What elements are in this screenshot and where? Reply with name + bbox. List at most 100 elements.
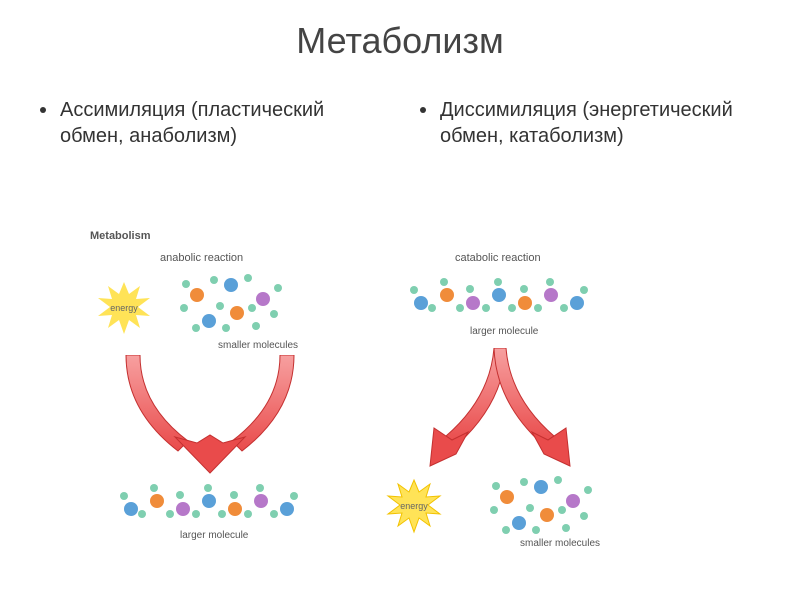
metabolism-label: Metabolism: [90, 230, 151, 242]
molecule-ball-icon: [150, 494, 164, 508]
metabolism-diagram: Metabolism anabolic reaction catabolic r…: [90, 230, 710, 570]
molecule-ball-icon: [544, 288, 558, 302]
molecule-ball-icon: [466, 296, 480, 310]
molecule-ball-icon: [490, 506, 498, 514]
molecule-ball-icon: [534, 480, 548, 494]
molecule-ball-icon: [566, 494, 580, 508]
molecule-ball-icon: [166, 510, 174, 518]
arrow-body-right: [232, 355, 294, 451]
molecule-ball-icon: [482, 304, 490, 312]
smaller-molecules-cluster-left: [180, 274, 290, 334]
energy-burst-icon: energy: [96, 280, 152, 336]
molecule-ball-icon: [252, 322, 260, 330]
molecule-ball-icon: [202, 314, 216, 328]
molecule-ball-icon: [428, 304, 436, 312]
molecule-ball-icon: [218, 510, 226, 518]
molecule-ball-icon: [554, 476, 562, 484]
molecule-ball-icon: [560, 304, 568, 312]
molecule-ball-icon: [534, 304, 542, 312]
right-bullet-text: Диссимиляция (энергетический обмен, ката…: [440, 97, 760, 149]
larger-molecule-chain-left: [120, 488, 300, 528]
molecule-ball-icon: [192, 510, 200, 518]
molecule-ball-icon: [508, 304, 516, 312]
right-bullet: Диссимиляция (энергетический обмен, ката…: [420, 97, 760, 149]
molecule-ball-icon: [562, 524, 570, 532]
smaller-molecules-label-right: smaller molecules: [520, 538, 600, 549]
molecule-ball-icon: [222, 324, 230, 332]
bullet-dot-icon: [40, 107, 46, 113]
molecule-ball-icon: [182, 280, 190, 288]
catabolic-arrows-icon: [410, 348, 590, 483]
left-bullet: Ассимиляция (пластический обмен, анаболи…: [40, 97, 380, 149]
larger-molecule-label-right: larger molecule: [470, 326, 538, 337]
bullet-dot-icon: [420, 107, 426, 113]
molecule-ball-icon: [120, 492, 128, 500]
molecule-ball-icon: [456, 304, 464, 312]
molecule-ball-icon: [558, 506, 566, 514]
molecule-ball-icon: [180, 304, 188, 312]
molecule-ball-icon: [494, 278, 502, 286]
molecule-ball-icon: [274, 284, 282, 292]
molecule-ball-icon: [256, 484, 264, 492]
smaller-molecules-label-left: smaller molecules: [218, 340, 298, 351]
molecule-ball-icon: [466, 285, 474, 293]
right-column: Диссимиляция (энергетический обмен, ката…: [420, 97, 760, 149]
molecule-ball-icon: [124, 502, 138, 516]
molecule-ball-icon: [270, 510, 278, 518]
molecule-ball-icon: [190, 288, 204, 302]
molecule-ball-icon: [532, 526, 540, 534]
molecule-ball-icon: [138, 510, 146, 518]
molecule-ball-icon: [256, 292, 270, 306]
molecule-ball-icon: [584, 486, 592, 494]
molecule-ball-icon: [492, 482, 500, 490]
molecule-ball-icon: [540, 508, 554, 522]
molecule-ball-icon: [502, 526, 510, 534]
molecule-ball-icon: [244, 274, 252, 282]
arrow-body-right: [494, 348, 554, 444]
molecule-ball-icon: [210, 276, 218, 284]
molecule-ball-icon: [580, 286, 588, 294]
molecule-ball-icon: [492, 288, 506, 302]
molecule-ball-icon: [570, 296, 584, 310]
molecule-ball-icon: [280, 502, 294, 516]
molecule-ball-icon: [224, 278, 238, 292]
energy-text: energy: [110, 303, 138, 313]
molecule-ball-icon: [254, 494, 268, 508]
columns: Ассимиляция (пластический обмен, анаболи…: [0, 97, 800, 149]
molecule-ball-icon: [546, 278, 554, 286]
molecule-ball-icon: [248, 304, 256, 312]
molecule-ball-icon: [290, 492, 298, 500]
anabolic-label: anabolic reaction: [160, 252, 243, 264]
molecule-ball-icon: [410, 286, 418, 294]
smaller-molecules-cluster-right: [490, 476, 600, 536]
molecule-ball-icon: [228, 502, 242, 516]
molecule-ball-icon: [230, 306, 244, 320]
molecule-ball-icon: [520, 478, 528, 486]
molecule-ball-icon: [216, 302, 224, 310]
larger-molecule-label-left: larger molecule: [180, 530, 248, 541]
molecule-ball-icon: [580, 512, 588, 520]
molecule-ball-icon: [512, 516, 526, 530]
molecule-ball-icon: [270, 310, 278, 318]
larger-molecule-chain-right: [410, 282, 590, 322]
energy-text: energy: [400, 501, 428, 511]
molecule-ball-icon: [500, 490, 514, 504]
molecule-ball-icon: [520, 285, 528, 293]
energy-burst-icon: energy: [386, 478, 442, 534]
left-column: Ассимиляция (пластический обмен, анаболи…: [40, 97, 380, 149]
molecule-ball-icon: [244, 510, 252, 518]
molecule-ball-icon: [176, 491, 184, 499]
left-bullet-text: Ассимиляция (пластический обмен, анаболи…: [60, 97, 380, 149]
molecule-ball-icon: [150, 484, 158, 492]
anabolic-arrows-icon: [120, 355, 300, 480]
molecule-ball-icon: [192, 324, 200, 332]
molecule-ball-icon: [526, 504, 534, 512]
arrowhead: [175, 435, 245, 473]
molecule-ball-icon: [202, 494, 216, 508]
page-title: Метаболизм: [0, 0, 800, 62]
arrow-body-left: [126, 355, 188, 451]
catabolic-label: catabolic reaction: [455, 252, 541, 264]
molecule-ball-icon: [176, 502, 190, 516]
molecule-ball-icon: [414, 296, 428, 310]
molecule-ball-icon: [440, 288, 454, 302]
